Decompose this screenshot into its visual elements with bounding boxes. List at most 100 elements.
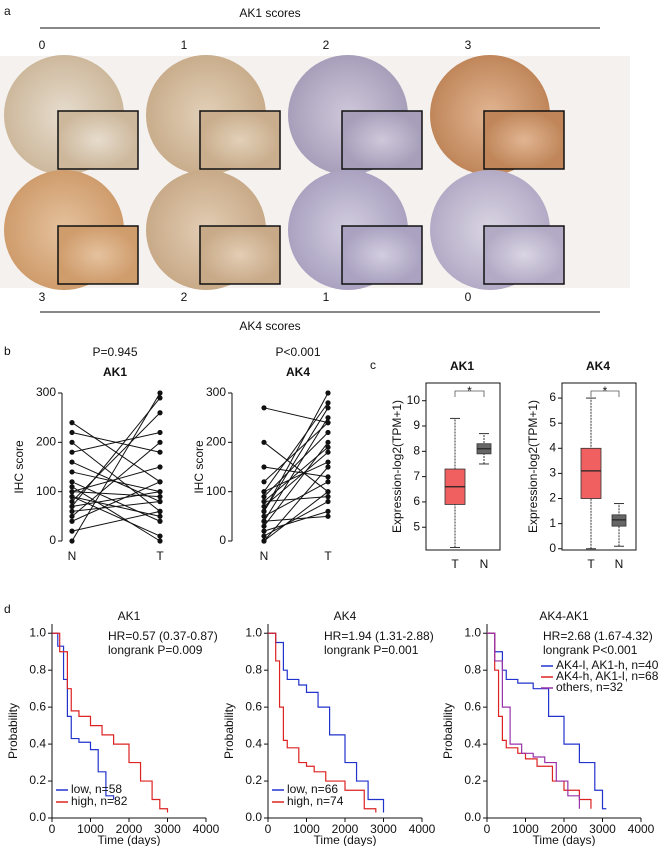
pair-point bbox=[261, 494, 267, 500]
y-tick-label: 0.8 bbox=[464, 662, 481, 676]
x-tick-label: 3000 bbox=[589, 822, 616, 836]
ihc-title: AK4 scores bbox=[239, 319, 300, 333]
pair-line bbox=[71, 392, 161, 542]
pair-point bbox=[157, 494, 163, 500]
y-tick-label: 5 bbox=[549, 415, 556, 429]
x-tick-label: T bbox=[156, 549, 164, 563]
chart-title: AK4 bbox=[334, 609, 357, 623]
chart-title: AK4 bbox=[286, 365, 310, 379]
y-axis-label: Probability bbox=[441, 703, 455, 759]
inset-image bbox=[483, 110, 565, 170]
pair-line bbox=[71, 466, 161, 493]
ihc-score: 1 bbox=[181, 38, 188, 52]
y-tick-label: 7 bbox=[413, 469, 420, 483]
pair-point bbox=[261, 498, 267, 505]
pair-point bbox=[325, 444, 331, 450]
x-tick-label: 4000 bbox=[409, 822, 436, 836]
inset-image bbox=[341, 225, 423, 285]
pair-line bbox=[263, 407, 329, 424]
chart-title: AK1 bbox=[118, 609, 141, 623]
x-tick-label: T bbox=[324, 549, 332, 563]
y-tick-label: 10 bbox=[407, 393, 421, 407]
y-tick-label: 100 bbox=[206, 484, 226, 498]
pair-line bbox=[263, 417, 329, 522]
pair-line bbox=[263, 515, 329, 522]
pair-line bbox=[263, 441, 329, 493]
annotation: longrank P=0.009 bbox=[108, 643, 203, 657]
y-tick-label: 5 bbox=[413, 519, 420, 533]
y-tick-label: 0 bbox=[549, 541, 556, 555]
pair-point bbox=[157, 489, 163, 495]
pair-point bbox=[69, 420, 75, 426]
pair-point bbox=[261, 464, 267, 470]
survival-curve bbox=[487, 632, 580, 809]
pair-line bbox=[263, 496, 329, 503]
pair-point bbox=[69, 528, 75, 534]
ihc-score: 0 bbox=[39, 38, 46, 52]
pair-point bbox=[69, 449, 75, 455]
pair-line bbox=[263, 461, 329, 493]
pair-point bbox=[261, 523, 267, 529]
pair-point bbox=[69, 429, 75, 436]
pair-line bbox=[71, 491, 161, 507]
x-tick-label: 4000 bbox=[193, 822, 220, 836]
pair-point bbox=[69, 513, 75, 519]
significance: * bbox=[603, 384, 608, 398]
pair-point bbox=[157, 533, 163, 539]
y-tick-label: 1.0 bbox=[245, 625, 262, 639]
chart-subtitle: P=0.945 bbox=[92, 345, 137, 359]
pair-point bbox=[69, 518, 75, 524]
pair-point bbox=[69, 494, 75, 500]
annotation: HR=2.68 (1.67-4.32) bbox=[543, 629, 653, 643]
pair-point bbox=[261, 518, 267, 524]
pair-point bbox=[157, 538, 163, 544]
y-tick-label: 300 bbox=[206, 385, 226, 399]
x-tick-label: 2000 bbox=[116, 822, 143, 836]
y-tick-label: 0.4 bbox=[245, 736, 262, 750]
x-tick-label: 3000 bbox=[154, 822, 181, 836]
pair-line bbox=[71, 491, 161, 498]
pair-point bbox=[157, 395, 163, 401]
legend-label: AK4-l, AK1-h, n=40 bbox=[556, 658, 658, 672]
pair-point bbox=[261, 405, 267, 411]
pair-line bbox=[263, 491, 329, 542]
pair-line bbox=[263, 466, 329, 542]
x-tick-label: N bbox=[615, 557, 624, 571]
legend-label: others, n=32 bbox=[556, 680, 623, 694]
pair-point bbox=[325, 439, 331, 445]
y-tick-label: 200 bbox=[36, 435, 56, 449]
inset-image bbox=[199, 110, 281, 170]
significance: * bbox=[467, 384, 472, 398]
pair-point bbox=[261, 479, 267, 485]
pair-point bbox=[157, 498, 163, 505]
pair-point bbox=[157, 429, 163, 436]
pair-point bbox=[325, 494, 331, 500]
survival-curve bbox=[268, 632, 385, 813]
pair-line bbox=[71, 431, 161, 453]
pair-point bbox=[69, 459, 75, 465]
y-tick-label: 9 bbox=[413, 418, 420, 432]
box bbox=[580, 447, 602, 499]
annotation: HR=0.57 (0.37-0.87) bbox=[108, 629, 218, 643]
pair-line bbox=[263, 422, 329, 483]
y-tick-label: 0.0 bbox=[245, 810, 262, 824]
pair-point bbox=[69, 538, 75, 544]
pair-point bbox=[325, 513, 331, 519]
ihc-score: 0 bbox=[465, 290, 472, 304]
x-tick-label: 1000 bbox=[512, 822, 539, 836]
y-tick-label: 6 bbox=[413, 494, 420, 508]
pair-line bbox=[263, 407, 329, 512]
pair-point bbox=[261, 503, 267, 510]
pair-point bbox=[157, 479, 163, 485]
pair-line bbox=[263, 451, 329, 507]
pair-point bbox=[69, 479, 75, 485]
ihc-score: 3 bbox=[39, 290, 46, 304]
pair-point bbox=[157, 464, 163, 470]
pair-point bbox=[325, 429, 331, 436]
pair-point bbox=[325, 489, 331, 495]
x-tick-label: 0 bbox=[49, 822, 56, 836]
pair-point bbox=[325, 390, 331, 396]
plot-frame bbox=[561, 382, 637, 551]
inset-image bbox=[199, 225, 281, 285]
